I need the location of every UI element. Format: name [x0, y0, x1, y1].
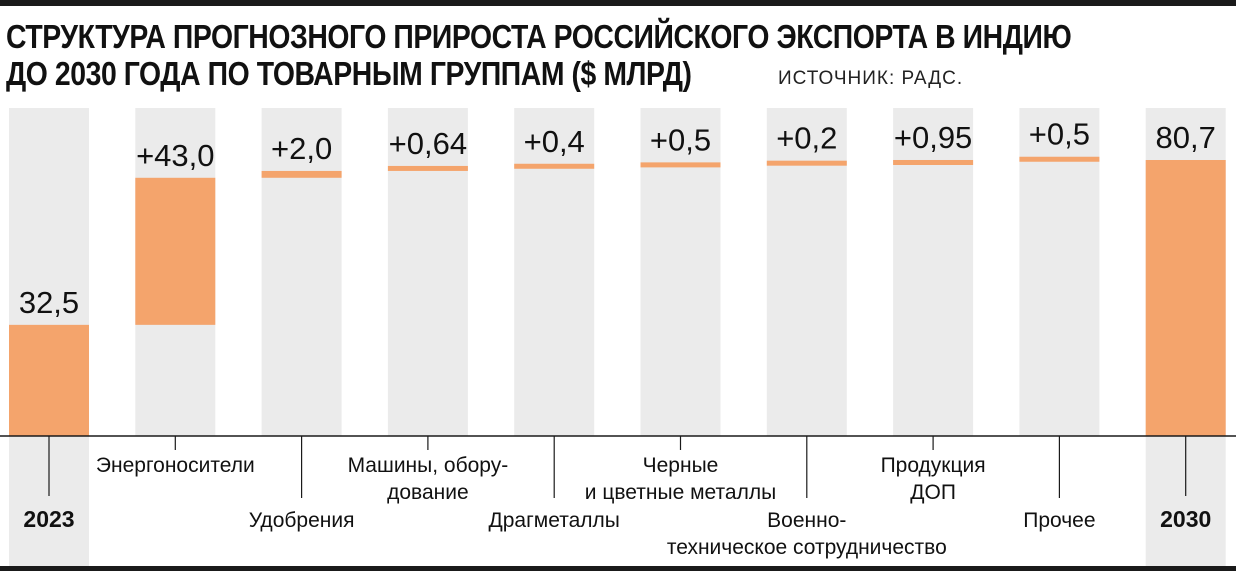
column-bg-6 [766, 108, 847, 436]
bar-2 [261, 170, 342, 178]
tick-label-7-line-1: ДОП [910, 481, 956, 504]
data-label-2: +2,0 [271, 131, 332, 166]
bar-9 [1145, 160, 1226, 436]
chart-title-line-2: ДО 2030 ГОДА ПО ТОВАРНЫМ ГРУППАМ ($ МЛРД… [6, 55, 692, 92]
bar-0 [9, 324, 89, 436]
top-rule [0, 0, 1236, 6]
chart-title: СТРУКТУРА ПРОГНОЗНОГО ПРИРОСТА РОССИЙСКО… [6, 18, 1072, 92]
tick-label-9-line-0: 2030 [1160, 506, 1211, 532]
column-bg-4 [514, 108, 595, 436]
source-note: ИСТОЧНИК: РАДС. [778, 68, 964, 89]
tick-label-4-line-0: Драгметаллы [489, 509, 620, 532]
tick-label-7-line-0: Продукция [881, 454, 986, 477]
bar-7 [893, 159, 974, 165]
bar-3 [387, 165, 468, 171]
bar-4 [514, 163, 595, 169]
tick-label-1-line-0: Энергоносители [96, 454, 255, 477]
tick-label-2-line-0: Удобрения [249, 509, 355, 532]
tick-label-6-line-1: техническое сотрудничество [667, 536, 947, 559]
bottom-rule [0, 566, 1236, 571]
chart-title-line-1: СТРУКТУРА ПРОГНОЗНОГО ПРИРОСТА РОССИЙСКО… [6, 18, 1072, 55]
data-label-4: +0,4 [524, 124, 585, 159]
data-label-5: +0,5 [650, 122, 711, 157]
tick-label-0-line-0: 2023 [23, 506, 74, 532]
tick-label-5-line-1: и цветные металлы [585, 481, 776, 504]
column-bg-8 [1019, 108, 1100, 436]
data-label-7: +0,95 [894, 120, 972, 155]
bar-6 [766, 160, 847, 166]
bar-1 [135, 177, 216, 325]
bar-5 [640, 162, 721, 168]
tick-label-5-line-0: Черные [643, 454, 719, 477]
bar-8 [1019, 156, 1100, 162]
tick-label-6-line-0: Военно- [767, 509, 846, 532]
data-label-0: 32,5 [19, 285, 79, 320]
column-bg-2 [261, 108, 342, 436]
data-label-6: +0,2 [776, 121, 837, 156]
column-bg-3 [387, 108, 468, 436]
tick-label-3-line-1: дование [387, 481, 469, 504]
tick-label-3-line-0: Машины, обору- [348, 454, 509, 477]
tick-label-8-line-0: Прочее [1023, 509, 1095, 532]
data-label-9: 80,7 [1156, 120, 1216, 155]
column-bg-7 [893, 108, 974, 436]
data-label-8: +0,5 [1029, 117, 1090, 152]
data-label-1: +43,0 [136, 138, 214, 173]
data-label-3: +0,64 [389, 126, 467, 161]
